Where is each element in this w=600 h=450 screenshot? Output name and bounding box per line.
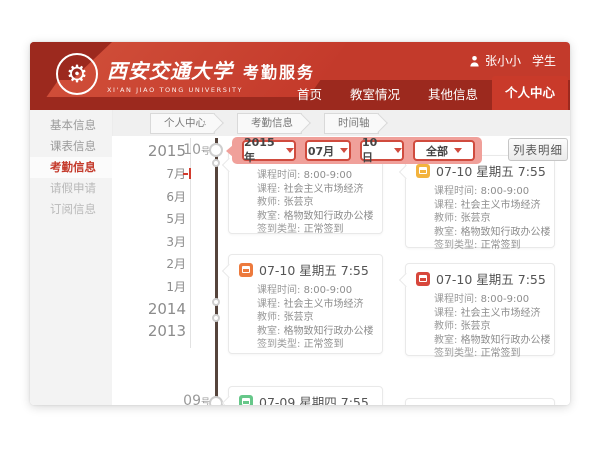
sidebar-item-subscription-info[interactable]: 订阅信息 bbox=[50, 202, 96, 216]
attendance-card-partial[interactable] bbox=[405, 398, 555, 405]
timeline-node-small-1[interactable] bbox=[212, 159, 220, 167]
signin-status-icon bbox=[416, 163, 430, 178]
university-name-cn: 西安交通大学 bbox=[107, 58, 233, 83]
card-title: 07-10 星期五 7:55 bbox=[259, 263, 369, 278]
current-month-marker-dash bbox=[183, 173, 188, 175]
timeline-node-day10[interactable] bbox=[209, 143, 223, 157]
timeline-scale: 2015 7月 6月 5月 3月 2月 1月 2014 2013 bbox=[124, 140, 186, 343]
sidebar-item-basic-info[interactable]: 基本信息 bbox=[50, 118, 96, 132]
scale-month-2[interactable]: 2月 bbox=[166, 257, 186, 272]
day-label-10: 10号 bbox=[183, 142, 210, 158]
scale-month-7[interactable]: 7月 bbox=[166, 167, 186, 182]
university-logo-icon bbox=[56, 53, 98, 95]
scale-month-1[interactable]: 1月 bbox=[166, 279, 186, 294]
brand-block: 西安交通大学 考勤服务 XI'AN JIAO TONG UNIVERSITY bbox=[56, 53, 315, 95]
nav-item-other-info[interactable]: 其他信息 bbox=[427, 87, 478, 102]
list-detail-button[interactable]: 列表明细 bbox=[508, 138, 568, 161]
chevron-down-icon bbox=[340, 148, 349, 153]
attendance-card[interactable]: 07-10 星期五 7:55 课程时间: 8:00-9:00 课程: 社会主义市… bbox=[405, 155, 555, 251]
nav-item-personal-center[interactable]: 个人中心 bbox=[491, 76, 568, 110]
sidebar-item-attendance-info[interactable]: 考勤信息 bbox=[30, 157, 112, 178]
user-role: 学生 bbox=[531, 54, 556, 68]
attendance-card[interactable]: 07-10 星期五 7:55 课程时间: 8:00-9:00 课程: 社会主义市… bbox=[228, 254, 383, 354]
chevron-down-icon bbox=[286, 148, 294, 153]
type-select[interactable]: 全部 bbox=[413, 140, 475, 161]
scale-separator-line bbox=[190, 138, 191, 348]
user-name: 张小小 bbox=[484, 54, 521, 68]
chevron-down-icon bbox=[394, 148, 402, 153]
breadcrumb: 个人中心 考勤信息 时间轴 bbox=[112, 110, 570, 137]
scale-year-2015[interactable]: 2015 bbox=[147, 142, 186, 161]
sidebar-item-leave-request[interactable]: 请假申请 bbox=[50, 181, 96, 195]
timeline-node-day09[interactable] bbox=[209, 396, 223, 405]
sidebar-item-schedule-info[interactable]: 课表信息 bbox=[50, 139, 96, 153]
timeline-panel: 2015 7月 6月 5月 3月 2月 1月 2014 2013 10号 bbox=[112, 136, 570, 405]
scale-year-2014[interactable]: 2014 bbox=[147, 299, 186, 318]
signin-status-icon bbox=[239, 262, 253, 277]
user-info[interactable]: 张小小 学生 bbox=[469, 52, 556, 69]
card-title: 07-10 星期五 7:55 bbox=[436, 164, 546, 179]
card-title: 07-10 星期五 7:55 bbox=[436, 272, 546, 287]
breadcrumb-timeline[interactable]: 时间轴 bbox=[324, 112, 379, 134]
university-name-en: XI'AN JIAO TONG UNIVERSITY bbox=[107, 85, 244, 94]
month-select[interactable]: 07月 bbox=[305, 140, 351, 161]
timeline-node-small-3[interactable] bbox=[212, 314, 220, 322]
app-title: 考勤服务 bbox=[243, 62, 316, 82]
nav-item-classrooms[interactable]: 教室情况 bbox=[349, 87, 400, 102]
card-title: 07-09 星期四 7:55 bbox=[259, 395, 369, 405]
breadcrumb-attendance-info[interactable]: 考勤信息 bbox=[237, 112, 302, 134]
scale-month-5[interactable]: 5月 bbox=[166, 212, 186, 227]
user-icon bbox=[469, 55, 480, 67]
app-window: 西安交通大学 考勤服务 XI'AN JIAO TONG UNIVERSITY 张… bbox=[30, 42, 570, 405]
app-header: 西安交通大学 考勤服务 XI'AN JIAO TONG UNIVERSITY 张… bbox=[30, 42, 570, 110]
year-select[interactable]: 2015年 bbox=[242, 136, 296, 164]
timeline-axis-line bbox=[215, 138, 218, 405]
scale-month-6[interactable]: 6月 bbox=[166, 189, 186, 204]
brand-texts: 西安交通大学 考勤服务 XI'AN JIAO TONG UNIVERSITY bbox=[107, 55, 315, 94]
scale-month-3[interactable]: 3月 bbox=[166, 234, 186, 249]
signin-status-icon bbox=[239, 394, 253, 405]
nav-item-home[interactable]: 首页 bbox=[296, 87, 322, 102]
signin-status-icon bbox=[416, 271, 430, 286]
date-filter-bar: 2015年 07月 10日 全部 bbox=[226, 136, 482, 164]
current-month-marker bbox=[189, 168, 191, 179]
day-select[interactable]: 10日 bbox=[360, 136, 404, 164]
scale-year-2013[interactable]: 2013 bbox=[147, 322, 186, 341]
attendance-card[interactable]: 07-09 星期四 7:55 bbox=[228, 386, 383, 405]
day-label-09: 09号 bbox=[183, 393, 210, 405]
top-nav: 首页 教室情况 其他信息 个人中心 bbox=[283, 76, 568, 110]
breadcrumb-personal-center[interactable]: 个人中心 bbox=[150, 112, 215, 134]
sidebar: 基本信息 课表信息 考勤信息 请假申请 订阅信息 bbox=[30, 110, 113, 405]
timeline-node-small-2[interactable] bbox=[212, 298, 220, 306]
attendance-card[interactable]: 07-10 星期五 7:55 课程时间: 8:00-9:00 课程: 社会主义市… bbox=[405, 263, 555, 359]
chevron-down-icon bbox=[454, 148, 462, 153]
